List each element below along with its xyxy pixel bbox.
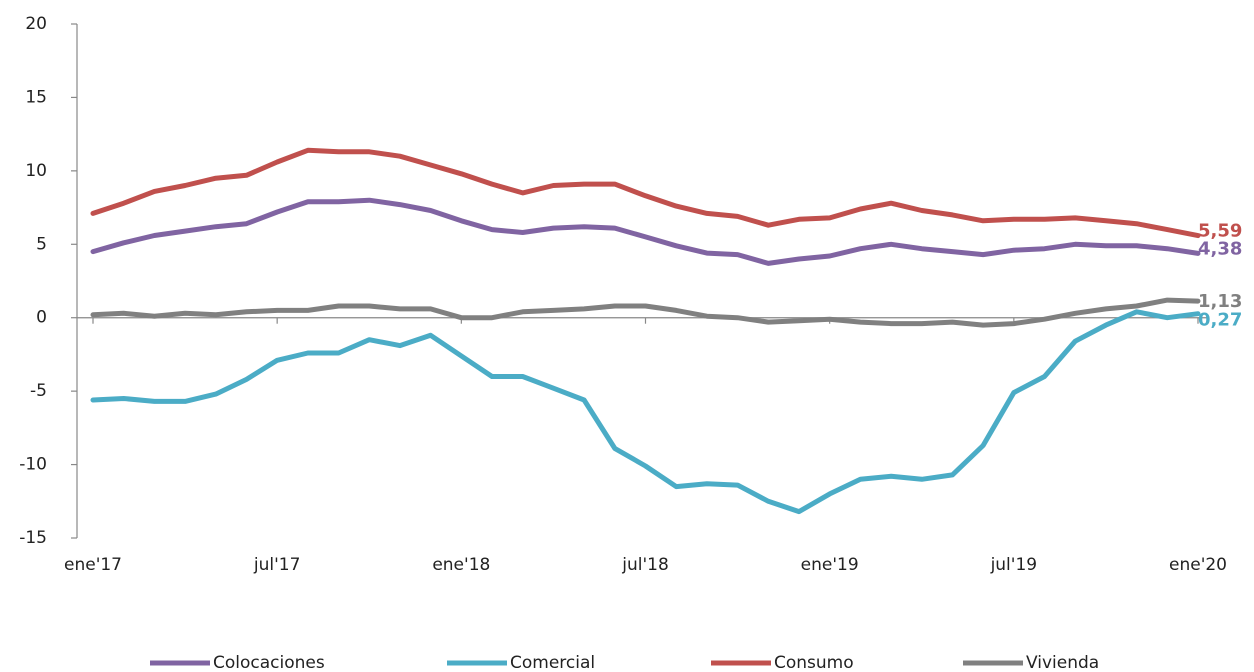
series-line	[90, 297, 1201, 328]
value-label: 5,59	[1198, 221, 1242, 242]
y-tick-label: -15	[19, 528, 47, 548]
value-label: 4,38	[1198, 238, 1242, 259]
y-tick-label: 15	[25, 87, 47, 107]
y-tick-label: -5	[30, 381, 47, 401]
x-tick-label: ene'19	[801, 555, 859, 575]
x-tick-label: jul'17	[253, 555, 301, 575]
x-tick-label: ene'20	[1169, 555, 1227, 575]
series-line	[90, 197, 1201, 266]
y-tick-label: -10	[19, 455, 47, 475]
x-tick-label: ene'18	[432, 555, 490, 575]
y-tick-label: 10	[25, 161, 47, 181]
value-label: 1,13	[1198, 291, 1242, 312]
series-line	[90, 147, 1201, 239]
legend-label: Consumo	[774, 653, 854, 672]
legend-label: Comercial	[510, 653, 595, 672]
x-tick-label: jul'18	[621, 555, 669, 575]
value-label: 0,27	[1198, 310, 1242, 331]
x-tick-label: jul'19	[990, 555, 1038, 575]
y-tick-label: 5	[36, 234, 47, 254]
x-tick-label: ene'17	[64, 555, 122, 575]
y-tick-label: 0	[36, 308, 47, 328]
legend-label: Colocaciones	[213, 653, 325, 672]
legend-label: Vivienda	[1026, 653, 1099, 672]
y-tick-label: 20	[25, 14, 47, 34]
series-line	[90, 309, 1201, 515]
